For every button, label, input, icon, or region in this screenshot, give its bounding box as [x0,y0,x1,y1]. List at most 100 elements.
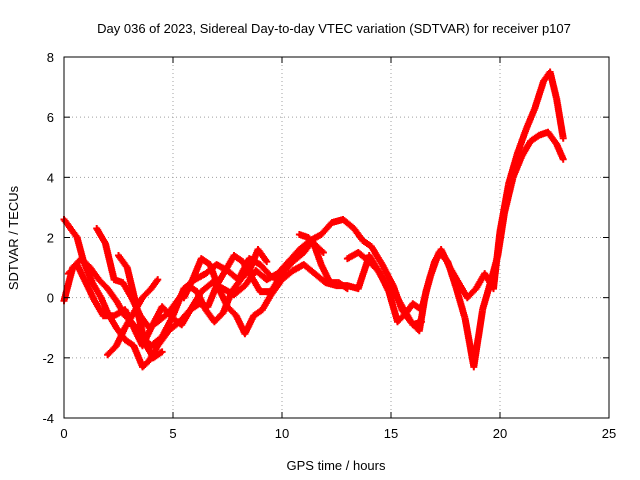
y-tick-label: 4 [47,170,54,185]
data-point [189,256,205,284]
data-point [509,154,525,181]
x-tick-label: 0 [60,426,67,441]
x-tick-labels: 0 5 10 15 20 25 [60,426,616,441]
data-point [500,175,517,217]
data-point [104,285,119,303]
axis-ticks [63,56,610,419]
y-tick-label: -2 [42,351,54,366]
y-tick-label: -4 [42,411,54,426]
data-point [350,225,366,243]
data-point [383,282,398,297]
data-point [300,261,317,276]
data-point [278,259,296,278]
data-point [112,325,128,350]
data-point [147,277,161,293]
data-point [553,95,567,140]
data-point [115,252,130,270]
data-marks [60,68,567,371]
data-point [82,279,98,303]
data-point [311,270,328,285]
data-point [139,358,152,371]
x-tick-label: 20 [493,426,507,441]
data-point [254,246,270,264]
data-point [418,274,434,314]
data-point [245,247,261,275]
data-point [104,343,119,359]
data-point [67,225,80,240]
x-tick-label: 25 [602,426,616,441]
data-point [531,79,547,112]
data-point [452,285,469,321]
data-point [228,277,243,296]
data-point [86,264,102,282]
series-track-6 [115,252,166,362]
data-point [132,300,148,345]
data-point [313,243,326,255]
data-point [180,277,196,302]
data-point [367,243,385,267]
data-point [147,334,165,350]
x-axis-label: GPS time / hours [287,458,386,473]
data-point [463,286,479,302]
y-tick-label: 8 [47,50,54,65]
data-point [343,285,351,293]
y-tick-labels: -4 -2 0 2 4 6 8 [42,50,54,426]
series-track-8 [295,231,327,257]
data-point [224,303,239,318]
data-point [319,249,327,257]
y-tick-label: 0 [47,291,54,306]
data-point [165,295,182,317]
x-tick-label: 15 [384,426,398,441]
data-point [274,259,291,278]
data-point [470,308,486,371]
data-point [487,253,501,284]
data-point [544,128,560,147]
data-point [256,261,274,279]
series-track-7 [180,255,284,338]
data-point [426,250,442,281]
data-point [215,285,231,309]
data-point [494,211,508,259]
data-point [210,310,226,326]
data-point [230,283,248,299]
data-point [278,268,295,284]
data-point [193,288,209,312]
data-point [479,278,495,314]
data-point [77,255,93,270]
data-point [522,106,538,133]
data-point [139,286,154,302]
data-point [237,268,252,284]
data-point [559,155,567,163]
grid-lines [64,57,609,418]
data-point [546,68,560,101]
data-point [123,264,139,306]
data-point [317,220,335,238]
y-axis-label: SDTVAR / TECUs [6,185,21,290]
data-point [354,249,372,264]
data-point [378,261,396,288]
data-point [435,249,450,264]
data-point [365,258,381,273]
data-point [267,280,283,299]
data-point [513,127,529,157]
data-point [335,279,350,292]
data-point [158,348,166,356]
data-point [95,276,110,291]
series-track-9 [343,249,426,329]
y-tick-label: 2 [47,231,54,246]
data-point [559,134,567,142]
data-point [241,313,257,338]
data-point [73,261,89,285]
data-point [154,276,162,284]
data-point [204,283,220,311]
data-point [317,261,333,285]
data-point [263,258,271,266]
data-point [289,250,306,266]
data-point [285,247,302,266]
data-point [101,240,118,282]
x-tick-label: 5 [169,426,176,441]
data-point [418,318,426,326]
data-point [276,279,284,287]
data-point [444,258,460,291]
